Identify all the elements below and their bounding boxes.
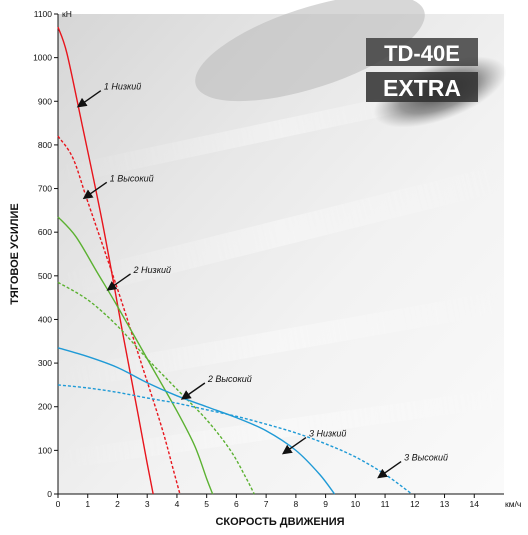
series-line-2 (57, 135, 181, 495)
logo-line-1: TD-40E (384, 41, 460, 66)
annotation-label: 3 Высокий (404, 453, 448, 463)
y-tick-label: 300 (38, 358, 52, 368)
series-line-6 (57, 384, 413, 495)
x-tick-label: 1 (85, 499, 90, 509)
annotation-label: 2 Высокий (207, 374, 252, 384)
annotation-arrow (76, 90, 102, 108)
y-tick-label: 400 (38, 314, 52, 324)
y-tick-label: 1000 (33, 53, 52, 63)
x-tick-label: 5 (204, 499, 209, 509)
series-layer (57, 26, 413, 495)
annotation-arrow (180, 382, 206, 400)
x-tick-label: 2 (115, 499, 120, 509)
y-tick-label: 600 (38, 227, 52, 237)
series-line-5 (57, 347, 336, 495)
annotation-label: 1 Высокий (110, 173, 154, 183)
x-tick-label: 11 (381, 499, 390, 509)
x-tick-label: 8 (293, 499, 298, 509)
y-axis-title: ТЯГОВОЕ УСИЛИЕ (9, 203, 21, 304)
x-tick-label: 0 (56, 499, 61, 509)
x-tick-label: 3 (145, 499, 150, 509)
annotation-arrow (377, 460, 402, 479)
x-tick-label: 9 (323, 499, 328, 509)
y-tick-label: 100 (38, 445, 52, 455)
x-tick-label: 13 (440, 499, 450, 509)
y-tick-label: 500 (38, 271, 52, 281)
series-line-3 (57, 216, 214, 495)
y-tick-label: 700 (38, 184, 52, 194)
x-tick-label: 10 (351, 499, 361, 509)
annotation-arrow (82, 181, 108, 200)
annotation-label: 2 Низкий (133, 265, 171, 275)
annotation-arrow (106, 273, 131, 291)
logo-line-2: EXTRA (383, 75, 461, 101)
series-line-4 (57, 281, 255, 495)
annotation-layer: 1 Низкий 1 Высокий 2 Низкий 2 Высокий 3 Низк… (76, 82, 448, 479)
x-tick-label: 14 (470, 499, 480, 509)
x-unit-label: км/ч (505, 499, 521, 509)
x-tick-label: 4 (175, 499, 180, 509)
y-tick-group: 0 100 200 300 400 500 600 700 800 900 1000 1100 (33, 9, 58, 499)
annotation-label: 1 Низкий (104, 82, 141, 92)
x-tick-label: 7 (264, 499, 269, 509)
y-tick-label: 200 (38, 402, 52, 412)
y-tick-label: 0 (47, 489, 52, 499)
annotation-label: 3 Низкий (309, 429, 346, 439)
x-tick-label: 12 (410, 499, 420, 509)
series-line-1 (57, 26, 154, 495)
product-logo: TD-40E EXTRA (366, 38, 478, 102)
x-tick-label: 6 (234, 499, 239, 509)
y-unit-label: кН (62, 9, 72, 19)
annotation-arrow (281, 436, 307, 455)
y-tick-label: 800 (38, 140, 52, 150)
y-tick-label: 900 (38, 96, 52, 106)
x-tick-group: 0 1 2 3 4 5 6 7 8 9 10 11 12 13 14 (56, 494, 480, 509)
x-axis-title: СКОРОСТЬ ДВИЖЕНИЯ (215, 516, 344, 528)
y-tick-label: 1100 (34, 9, 53, 19)
